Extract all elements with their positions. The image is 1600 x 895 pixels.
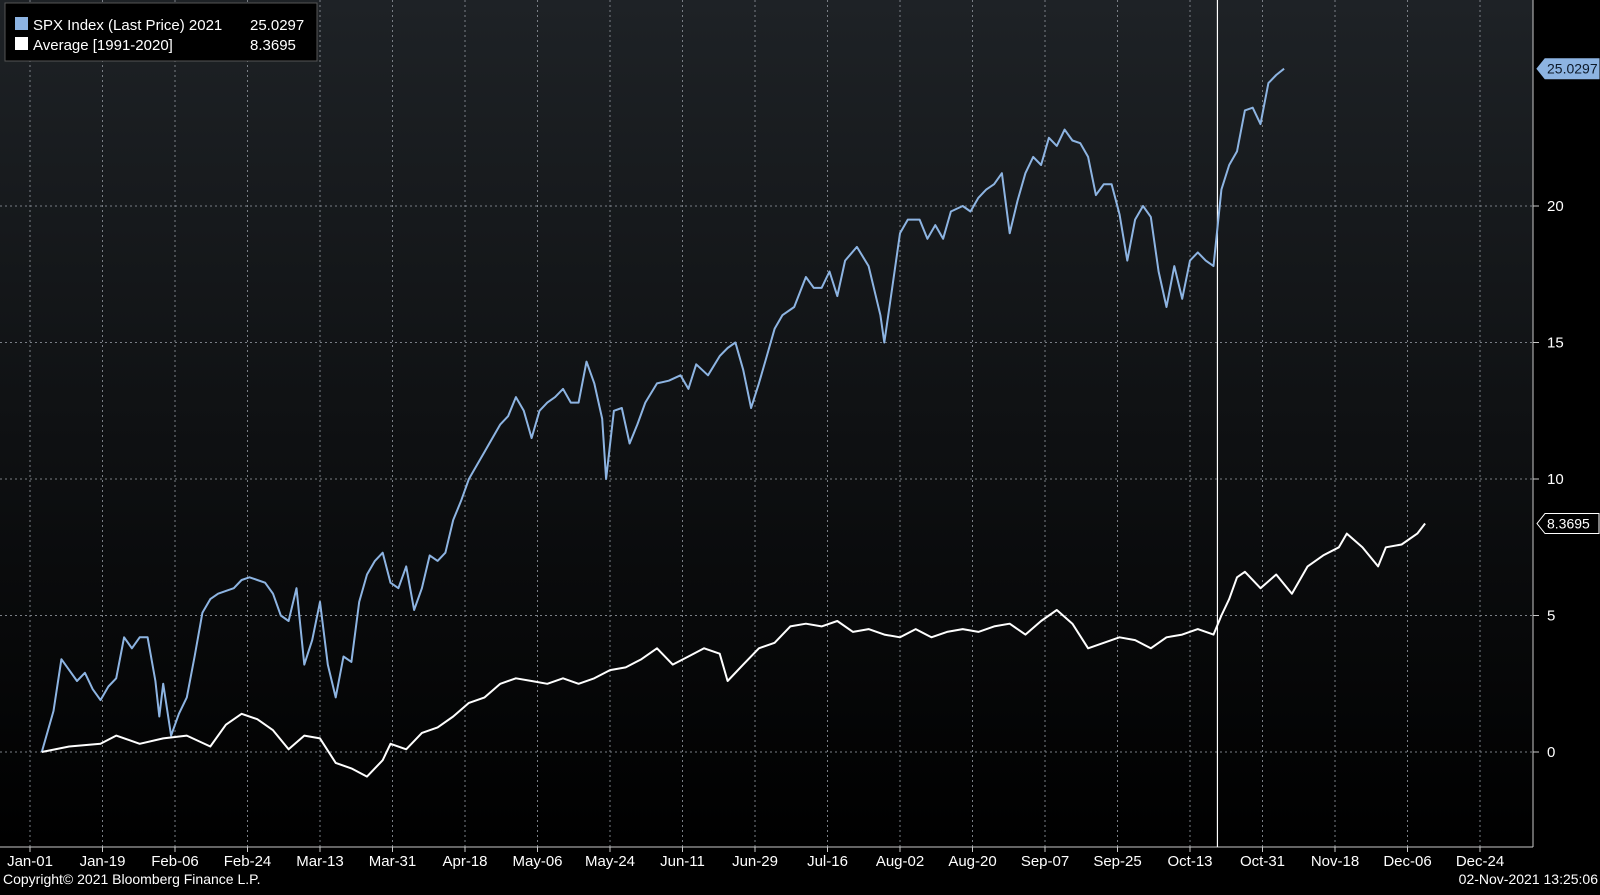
x-tick-label: Oct-31: [1240, 853, 1285, 870]
x-tick-label: Sep-07: [1021, 853, 1069, 870]
y-tick-label: 10: [1547, 471, 1564, 488]
legend-swatch-spx: [15, 17, 28, 30]
x-tick-label: Nov-18: [1311, 853, 1359, 870]
x-tick-label: Aug-20: [948, 853, 996, 870]
x-tick-label: Oct-13: [1167, 853, 1212, 870]
x-tick-label: Sep-25: [1093, 853, 1141, 870]
x-tick-label: May-06: [512, 853, 562, 870]
x-tick-label: Jan-19: [80, 853, 126, 870]
legend-value-average: 8.3695: [250, 37, 296, 54]
copyright-text: Copyright© 2021 Bloomberg Finance L.P.: [3, 871, 261, 887]
x-tick-label: Jun-29: [732, 853, 778, 870]
x-tick-label: Feb-24: [224, 853, 272, 870]
series-layer: [40, 67, 1426, 778]
value-tag-average: 8.3695: [1536, 513, 1600, 535]
timestamp-text: 02-Nov-2021 13:25:06: [1459, 871, 1599, 887]
x-tick-label: Dec-24: [1456, 853, 1504, 870]
x-tick-label: Jan-01: [7, 853, 53, 870]
plot-area: [0, 0, 1533, 847]
y-tick-label: 5: [1547, 608, 1555, 625]
legend-label-average: Average [1991-2020]: [33, 37, 173, 54]
series-line-spx: [40, 67, 1285, 753]
x-tick-label: Mar-13: [296, 853, 344, 870]
x-tick-label: Jul-16: [807, 853, 848, 870]
value-tag-text: 25.0297: [1547, 61, 1598, 77]
grid: [0, 0, 1533, 847]
x-tick-label: Dec-06: [1383, 853, 1431, 870]
legend: SPX Index (Last Price) 2021 25.0297 Aver…: [4, 2, 318, 62]
y-tick-label: 0: [1547, 744, 1555, 761]
y-tick-label: 20: [1547, 198, 1564, 215]
x-tick-label: Mar-31: [369, 853, 417, 870]
value-tag-text: 8.3695: [1547, 516, 1590, 532]
y-tick-label: 15: [1547, 335, 1564, 352]
value-tag-box: [1536, 58, 1600, 80]
value-tag-spx: 25.0297: [1536, 58, 1600, 80]
x-tick-label: Feb-06: [151, 853, 199, 870]
y-axis: 0 5 10 15 20: [1533, 198, 1564, 761]
value-labels: 25.0297 8.3695: [1536, 58, 1600, 535]
value-tag-box: [1536, 513, 1600, 535]
legend-value-spx: 25.0297: [250, 17, 304, 34]
legend-swatch-average: [15, 37, 28, 50]
series-line-average: [41, 522, 1426, 778]
legend-box: [4, 2, 318, 62]
x-tick-label: Jun-11: [660, 853, 705, 870]
x-tick-label: Apr-18: [442, 853, 487, 870]
x-tick-label: May-24: [585, 853, 635, 870]
x-axis: Jan-01 Jan-19 Feb-06 Feb-24 Mar-13 Mar-31 Apr-…: [7, 847, 1504, 870]
x-tick-label: Aug-02: [876, 853, 924, 870]
legend-label-spx: SPX Index (Last Price) 2021: [33, 17, 222, 34]
